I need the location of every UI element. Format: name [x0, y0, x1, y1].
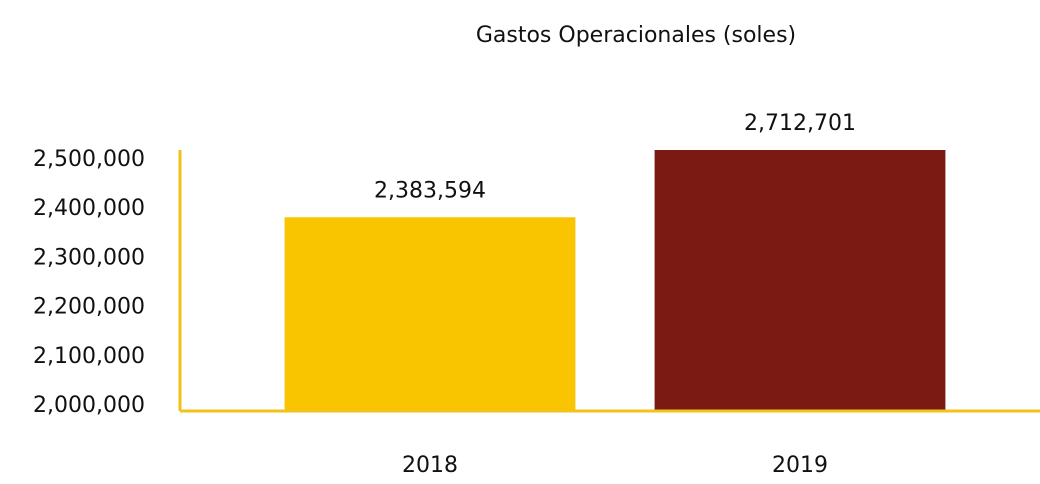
value-label: 2,712,701: [744, 111, 856, 136]
x-tick-label: 2019: [772, 453, 828, 478]
value-label: 2,383,594: [374, 178, 486, 203]
y-tick-label: 2,100,000: [33, 344, 145, 369]
y-tick-label: 2,200,000: [33, 295, 145, 320]
bar: [284, 217, 576, 410]
y-tick-label: 2,400,000: [33, 196, 145, 221]
x-tick-label: 2018: [402, 453, 458, 478]
chart-title: Gastos Operacionales (soles): [476, 23, 796, 48]
y-tick-label: 2,500,000: [33, 147, 145, 172]
y-tick-label: 2,300,000: [33, 245, 145, 270]
y-tick-label: 2,000,000: [33, 393, 145, 418]
bar: [654, 150, 946, 411]
plot-area: [284, 150, 946, 411]
